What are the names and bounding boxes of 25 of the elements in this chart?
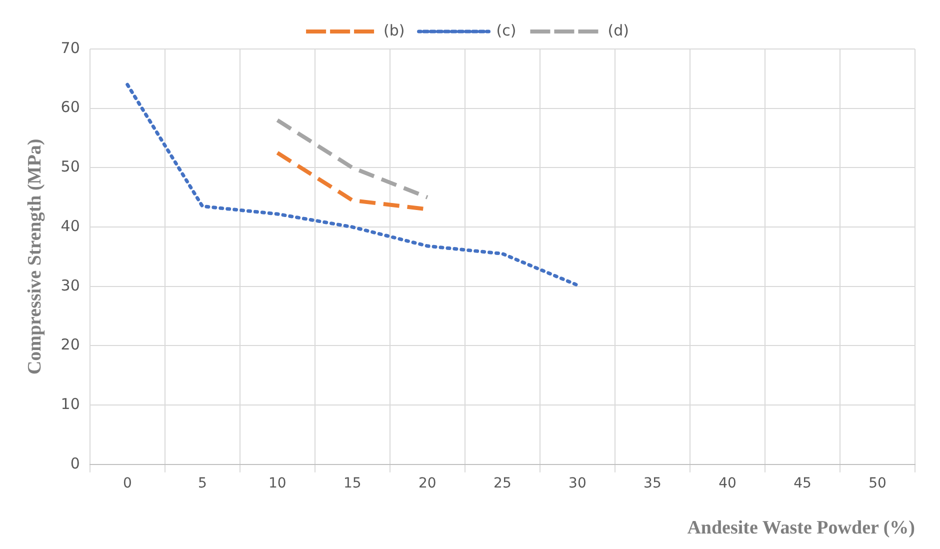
y-tick-label: 20 (60, 336, 80, 354)
y-tick-label: 10 (60, 394, 80, 413)
x-tick-label: 20 (418, 475, 436, 492)
x-tick-label: 15 (344, 475, 362, 492)
x-tick-label: 40 (718, 475, 736, 492)
x-tick-label: 35 (644, 475, 662, 492)
y-tick-label: 50 (60, 158, 80, 176)
x-tick-label: 0 (122, 475, 132, 492)
y-tick-label: 70 (60, 38, 80, 57)
x-tick-label: 30 (568, 475, 586, 492)
legend-label: (d) (608, 21, 629, 40)
y-tick-label: 40 (60, 216, 80, 235)
legend-label: (c) (496, 21, 516, 40)
x-tick-label: 50 (868, 475, 886, 492)
x-tick-label: 25 (494, 475, 512, 492)
x-tick-label: 5 (198, 475, 207, 492)
x-axis-title: Andesite Waste Powder (%) (687, 518, 915, 539)
y-tick-label: 60 (60, 98, 80, 116)
y-axis-title: Compressive Strength (MPa) (24, 138, 46, 375)
legend-label: (b) (384, 21, 405, 40)
y-tick-label: 30 (60, 276, 80, 294)
x-tick-label: 45 (794, 475, 812, 492)
y-tick-label: 0 (70, 454, 80, 472)
line-series (126, 82, 580, 287)
x-tick-label: 10 (268, 475, 286, 492)
